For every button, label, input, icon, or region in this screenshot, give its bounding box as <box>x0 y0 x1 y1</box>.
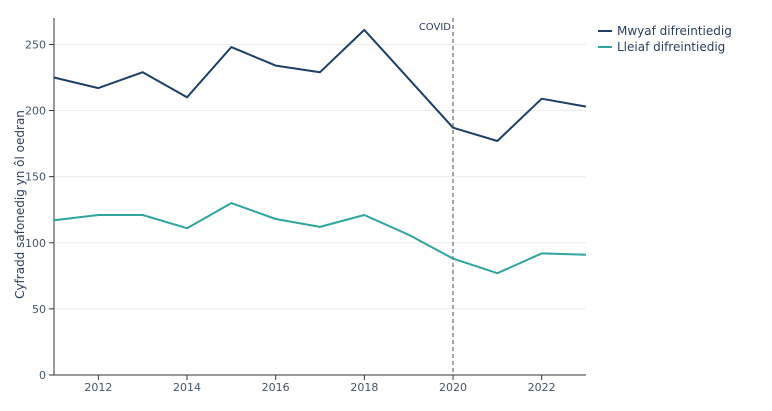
tick-labels: 0 50 100 150 200 250 2012 2014 2016 2018 2020 2022 <box>25 38 556 394</box>
legend-label: Mwyaf difreintiedig <box>617 24 732 38</box>
y-tick-label: 100 <box>25 237 46 250</box>
y-tick-label: 200 <box>25 105 46 118</box>
y-tick-label: 250 <box>25 38 46 51</box>
x-tick-label: 2014 <box>173 381 201 394</box>
series-line-0 <box>53 28 587 142</box>
grid-lines <box>54 43 586 310</box>
x-tick-label: 2022 <box>528 381 556 394</box>
x-tick-label: 2016 <box>262 381 290 394</box>
x-tick-label: 2018 <box>350 381 378 394</box>
series-line-1 <box>53 202 587 275</box>
legend: Mwyaf difreintiedig Lleiaf difreintiedig <box>598 24 732 54</box>
legend-label: Lleiaf difreintiedig <box>617 40 725 54</box>
x-tick-label: 2020 <box>439 381 467 394</box>
series-lines <box>53 28 587 275</box>
y-tick-label: 150 <box>25 171 46 184</box>
y-tick-label: 0 <box>39 369 46 382</box>
annotations: COVID <box>419 18 454 375</box>
x-tick-label: 2012 <box>84 381 112 394</box>
y-axis-title: Cyfradd safonedig yn ôl oedran <box>13 110 27 299</box>
covid-marker-label: COVID <box>419 22 451 33</box>
y-tick-label: 50 <box>32 303 46 316</box>
